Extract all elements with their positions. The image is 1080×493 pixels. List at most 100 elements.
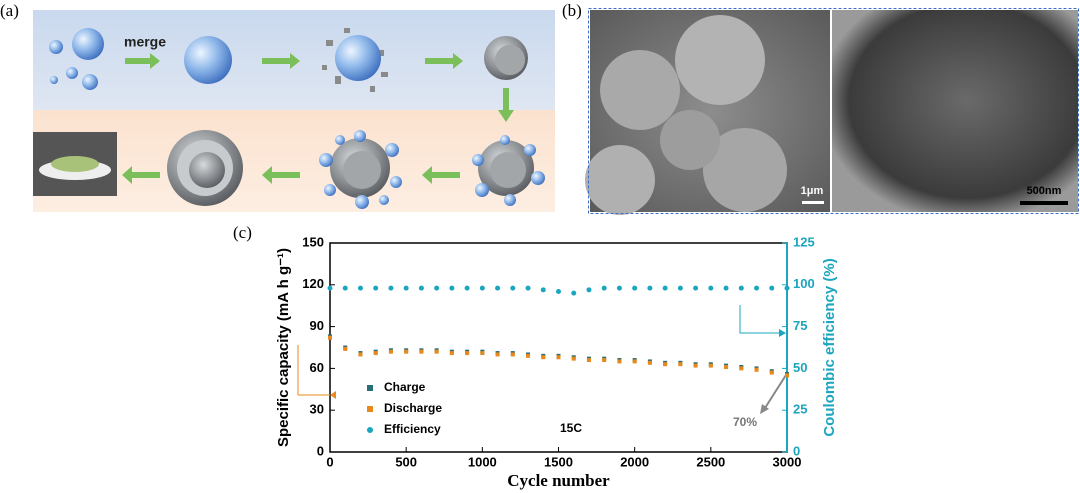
x-tick-label: 3000 <box>773 454 802 469</box>
x-tick-label: 1500 <box>544 454 573 469</box>
point <box>373 351 378 356</box>
arrow <box>739 305 780 334</box>
chart: 0 500 1000 1500 2000 2500 30000306090120150025… <box>275 234 838 489</box>
arrow-head <box>760 404 769 414</box>
point <box>769 285 775 291</box>
arrow-head <box>779 329 786 337</box>
merge-label: merge <box>124 34 166 50</box>
y2-tick-label: 125 <box>793 234 815 249</box>
point <box>784 285 790 291</box>
point <box>526 353 531 358</box>
point <box>556 288 561 294</box>
point <box>404 349 409 354</box>
point <box>540 287 546 293</box>
panel-label: (b) <box>562 1 582 20</box>
point <box>632 359 637 364</box>
y2-tick-label: 100 <box>793 276 815 291</box>
y2-tick-label: 50 <box>793 360 807 375</box>
point <box>449 351 454 356</box>
point <box>358 352 363 357</box>
point <box>738 285 744 291</box>
point <box>449 285 455 291</box>
point <box>601 285 607 291</box>
point <box>465 351 470 356</box>
point <box>754 367 759 372</box>
annotation: 15C <box>560 421 582 435</box>
x-tick-label: 2000 <box>620 454 649 469</box>
point <box>602 358 607 363</box>
panel-label: (a) <box>0 1 19 20</box>
y2-tick-label: 0 <box>793 443 800 458</box>
arrow <box>764 374 787 409</box>
point <box>464 285 470 291</box>
x-tick-label: 1000 <box>468 454 497 469</box>
scale-bar-label: 500nm <box>1027 185 1062 197</box>
schematic: merge <box>33 10 555 212</box>
point <box>739 366 744 371</box>
y-tick-label: 0 <box>317 443 324 458</box>
y-tick-label: 90 <box>310 318 324 333</box>
point <box>677 285 683 291</box>
y2-axis-label: Coulombic efficiency (%) <box>821 258 838 436</box>
point <box>663 362 668 367</box>
point <box>495 285 501 291</box>
scale-bar-label: 1μm <box>801 185 824 197</box>
point <box>556 355 561 360</box>
arrow-head <box>330 391 336 399</box>
point <box>388 349 393 354</box>
point <box>388 285 394 291</box>
point <box>373 285 379 291</box>
micrographs: 1μm 500nm <box>585 8 1079 215</box>
point <box>617 359 622 364</box>
point <box>342 285 348 291</box>
x-tick-label: 0 <box>326 454 333 469</box>
legend-swatch <box>367 406 373 412</box>
point <box>434 349 439 354</box>
point <box>495 352 500 357</box>
point <box>571 290 577 296</box>
point <box>769 370 774 375</box>
legend-label: Charge <box>384 380 426 394</box>
point <box>586 358 591 363</box>
point <box>480 351 485 356</box>
point <box>724 365 729 370</box>
point <box>647 360 652 365</box>
point <box>723 285 729 291</box>
y-axis-label: Specific capacity (mA h g⁻¹) <box>275 248 292 447</box>
point <box>678 362 683 367</box>
point <box>525 285 531 291</box>
point <box>693 285 699 291</box>
plot-frame <box>329 242 788 453</box>
point <box>616 285 622 291</box>
point <box>510 285 516 291</box>
point <box>343 346 348 351</box>
point <box>510 352 515 357</box>
point <box>693 363 698 368</box>
legend-label: Efficiency <box>384 422 441 436</box>
annotation: 70% <box>733 415 757 429</box>
arrow <box>297 345 330 396</box>
y2-tick-label: 75 <box>793 318 807 333</box>
legend-swatch <box>367 385 373 391</box>
y-tick-label: 30 <box>310 402 324 417</box>
point <box>708 285 714 291</box>
y-tick-label: 60 <box>310 360 324 375</box>
point <box>419 349 424 354</box>
point <box>632 285 638 291</box>
point <box>708 363 713 368</box>
y2-tick-label: 25 <box>793 402 807 417</box>
point <box>418 285 424 291</box>
point <box>327 285 333 291</box>
x-tick-label: 2500 <box>696 454 725 469</box>
point <box>357 285 363 291</box>
point <box>403 285 409 291</box>
y-tick-label: 150 <box>302 234 324 249</box>
point <box>328 335 332 340</box>
x-tick-label: 500 <box>395 454 417 469</box>
x-axis-label: Cycle number <box>507 471 610 490</box>
point <box>754 285 760 291</box>
point <box>586 287 592 293</box>
point <box>571 356 576 361</box>
panel-label: (c) <box>233 223 252 242</box>
point <box>785 373 789 378</box>
